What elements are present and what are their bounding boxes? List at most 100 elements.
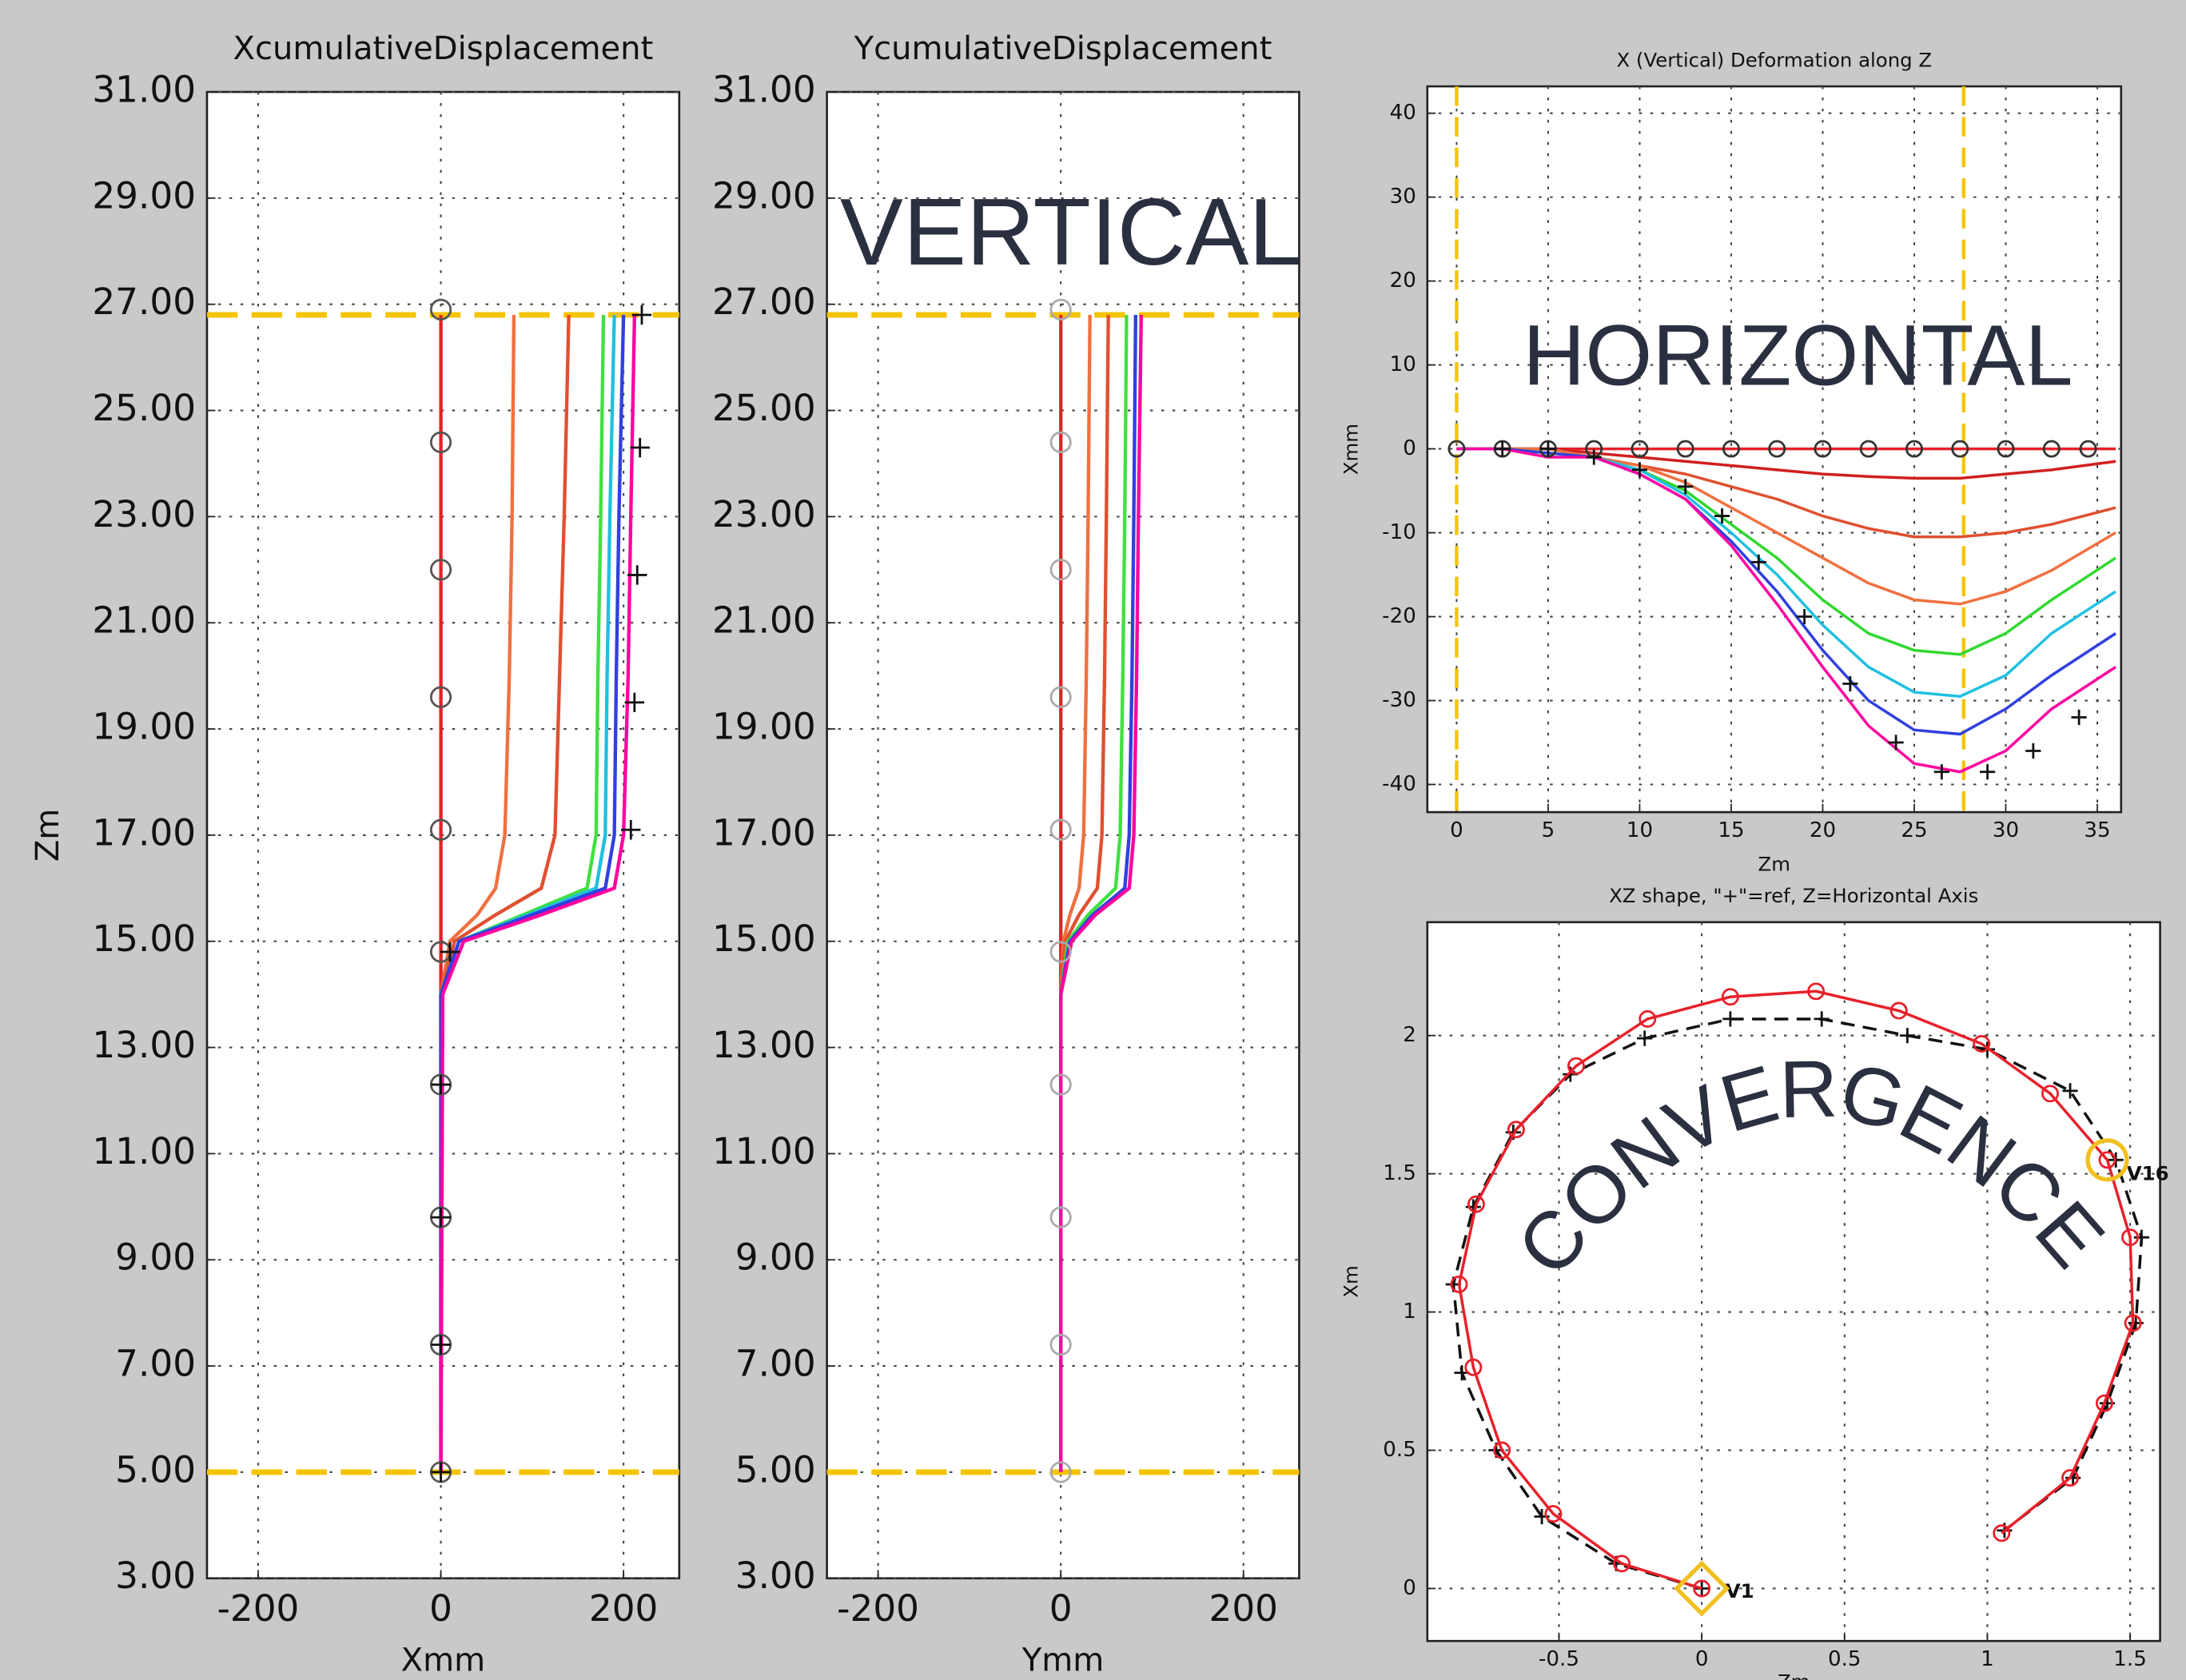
chart-title: X (Vertical) Deformation along Z	[1616, 48, 1932, 71]
point-marker	[1933, 764, 1949, 780]
y-tick-label: 25.00	[712, 387, 816, 429]
point-marker	[621, 820, 641, 840]
y-tick-label: 27.00	[712, 281, 816, 323]
point-marker	[1899, 1028, 1915, 1044]
point-marker	[2121, 1228, 2140, 1247]
y-tick-label: 17.00	[92, 811, 196, 854]
x-tick-label: 15	[1718, 818, 1744, 842]
point-marker	[1586, 449, 1602, 465]
point-marker	[1980, 764, 1996, 780]
y-tick-label: 5.00	[115, 1448, 196, 1491]
point-marker	[627, 565, 647, 585]
point-marker	[1447, 440, 1466, 458]
point-marker	[1676, 440, 1694, 458]
point-marker	[1464, 1358, 1483, 1376]
point-marker	[1544, 1505, 1563, 1523]
x-axis-label: Ymm	[1021, 1642, 1105, 1678]
point-marker	[1049, 1461, 1072, 1483]
point-marker	[1049, 818, 1072, 841]
highlight	[2085, 1138, 2129, 1182]
y-tick-label: 23.00	[92, 493, 196, 535]
point-marker	[1888, 735, 1904, 750]
point-marker	[1889, 1001, 1908, 1020]
x-axis-label: Zm	[1758, 852, 1790, 875]
x-tick-label: 0.5	[1828, 1647, 1861, 1671]
point-marker	[2042, 440, 2061, 458]
point-marker	[630, 437, 650, 458]
point-marker	[1905, 440, 1923, 458]
point-marker	[1631, 462, 1648, 478]
plot-area	[1426, 921, 2161, 1642]
y-tick-label: 30	[1390, 185, 1416, 209]
y-tick-label: 1	[1403, 1300, 1416, 1324]
point-marker	[2062, 1083, 2078, 1099]
series-line	[1457, 989, 2135, 1590]
series-line	[1456, 447, 2116, 606]
y-axis-label: Zm	[30, 809, 66, 862]
point-marker	[1973, 1035, 1991, 1053]
series-line	[1456, 447, 2116, 736]
y-tick-label: 21.00	[712, 599, 816, 642]
point-marker	[1049, 686, 1072, 708]
annotation: V16	[2127, 1161, 2169, 1184]
x-tick-label: 0	[429, 1587, 452, 1630]
point-marker	[429, 686, 452, 708]
point-marker	[2098, 1151, 2116, 1169]
point-marker	[1049, 298, 1072, 320]
point-marker	[429, 559, 452, 581]
x-tick-label: 5	[1542, 818, 1555, 842]
point-marker	[1613, 1555, 1631, 1573]
point-marker	[1631, 440, 1649, 458]
y-tick-label: 13.00	[92, 1024, 196, 1066]
point-marker	[1049, 1206, 1072, 1228]
y-tick-label: 23.00	[712, 493, 816, 535]
y-tick-label: 2	[1403, 1023, 1416, 1047]
point-marker	[1842, 675, 1858, 692]
y-tick-label: 0	[1403, 436, 1416, 460]
point-marker	[1495, 440, 1511, 457]
annotation: HORIZONTAL	[1523, 307, 2073, 404]
x-axis-label: Zm	[1778, 1670, 1810, 1680]
point-marker	[431, 1462, 451, 1483]
x-tick-label: 200	[1209, 1587, 1278, 1630]
point-marker	[1678, 479, 1694, 495]
y-tick-label: 27.00	[92, 281, 196, 323]
point-marker	[1859, 440, 1877, 458]
point-marker	[1637, 1030, 1653, 1046]
point-marker	[2079, 440, 2097, 458]
y-tick-label: 9.00	[735, 1236, 816, 1279]
series-line	[1059, 315, 1143, 1472]
y-tick-label: 3.00	[115, 1555, 196, 1597]
y-tick-label: 20	[1390, 269, 1416, 293]
point-marker	[1997, 440, 2015, 458]
point-marker	[1693, 1579, 1711, 1598]
y-tick-label: 17.00	[712, 811, 816, 854]
point-marker	[1639, 1009, 1657, 1028]
series-line	[1456, 447, 2116, 774]
x-tick-label: 30	[1993, 818, 2019, 842]
y-tick-label: 0.5	[1383, 1438, 1416, 1462]
point-marker	[1049, 431, 1072, 453]
x-tick-label: 0	[1695, 1647, 1709, 1671]
y-axis-label: Xmm	[1340, 424, 1363, 475]
point-marker	[1049, 559, 1072, 581]
point-marker	[1507, 1121, 1525, 1139]
point-marker	[1814, 440, 1832, 458]
x-tick-label: -0.5	[1539, 1647, 1579, 1671]
point-marker	[2124, 1314, 2142, 1332]
series-line	[439, 315, 637, 1472]
point-marker	[1714, 508, 1730, 524]
y-tick-label: 29.00	[92, 174, 196, 217]
x-tick-label: 35	[2084, 818, 2110, 842]
y-tick-label: 19.00	[92, 706, 196, 748]
y-tick-label: 25.00	[92, 387, 196, 429]
annotation: VERTICAL	[840, 180, 1301, 285]
y-tick-label: 31.00	[92, 69, 196, 111]
point-marker	[2095, 1394, 2113, 1412]
point-marker	[624, 692, 645, 713]
point-marker	[1722, 1011, 1738, 1027]
point-marker	[431, 1207, 451, 1228]
series-line	[439, 315, 626, 1472]
